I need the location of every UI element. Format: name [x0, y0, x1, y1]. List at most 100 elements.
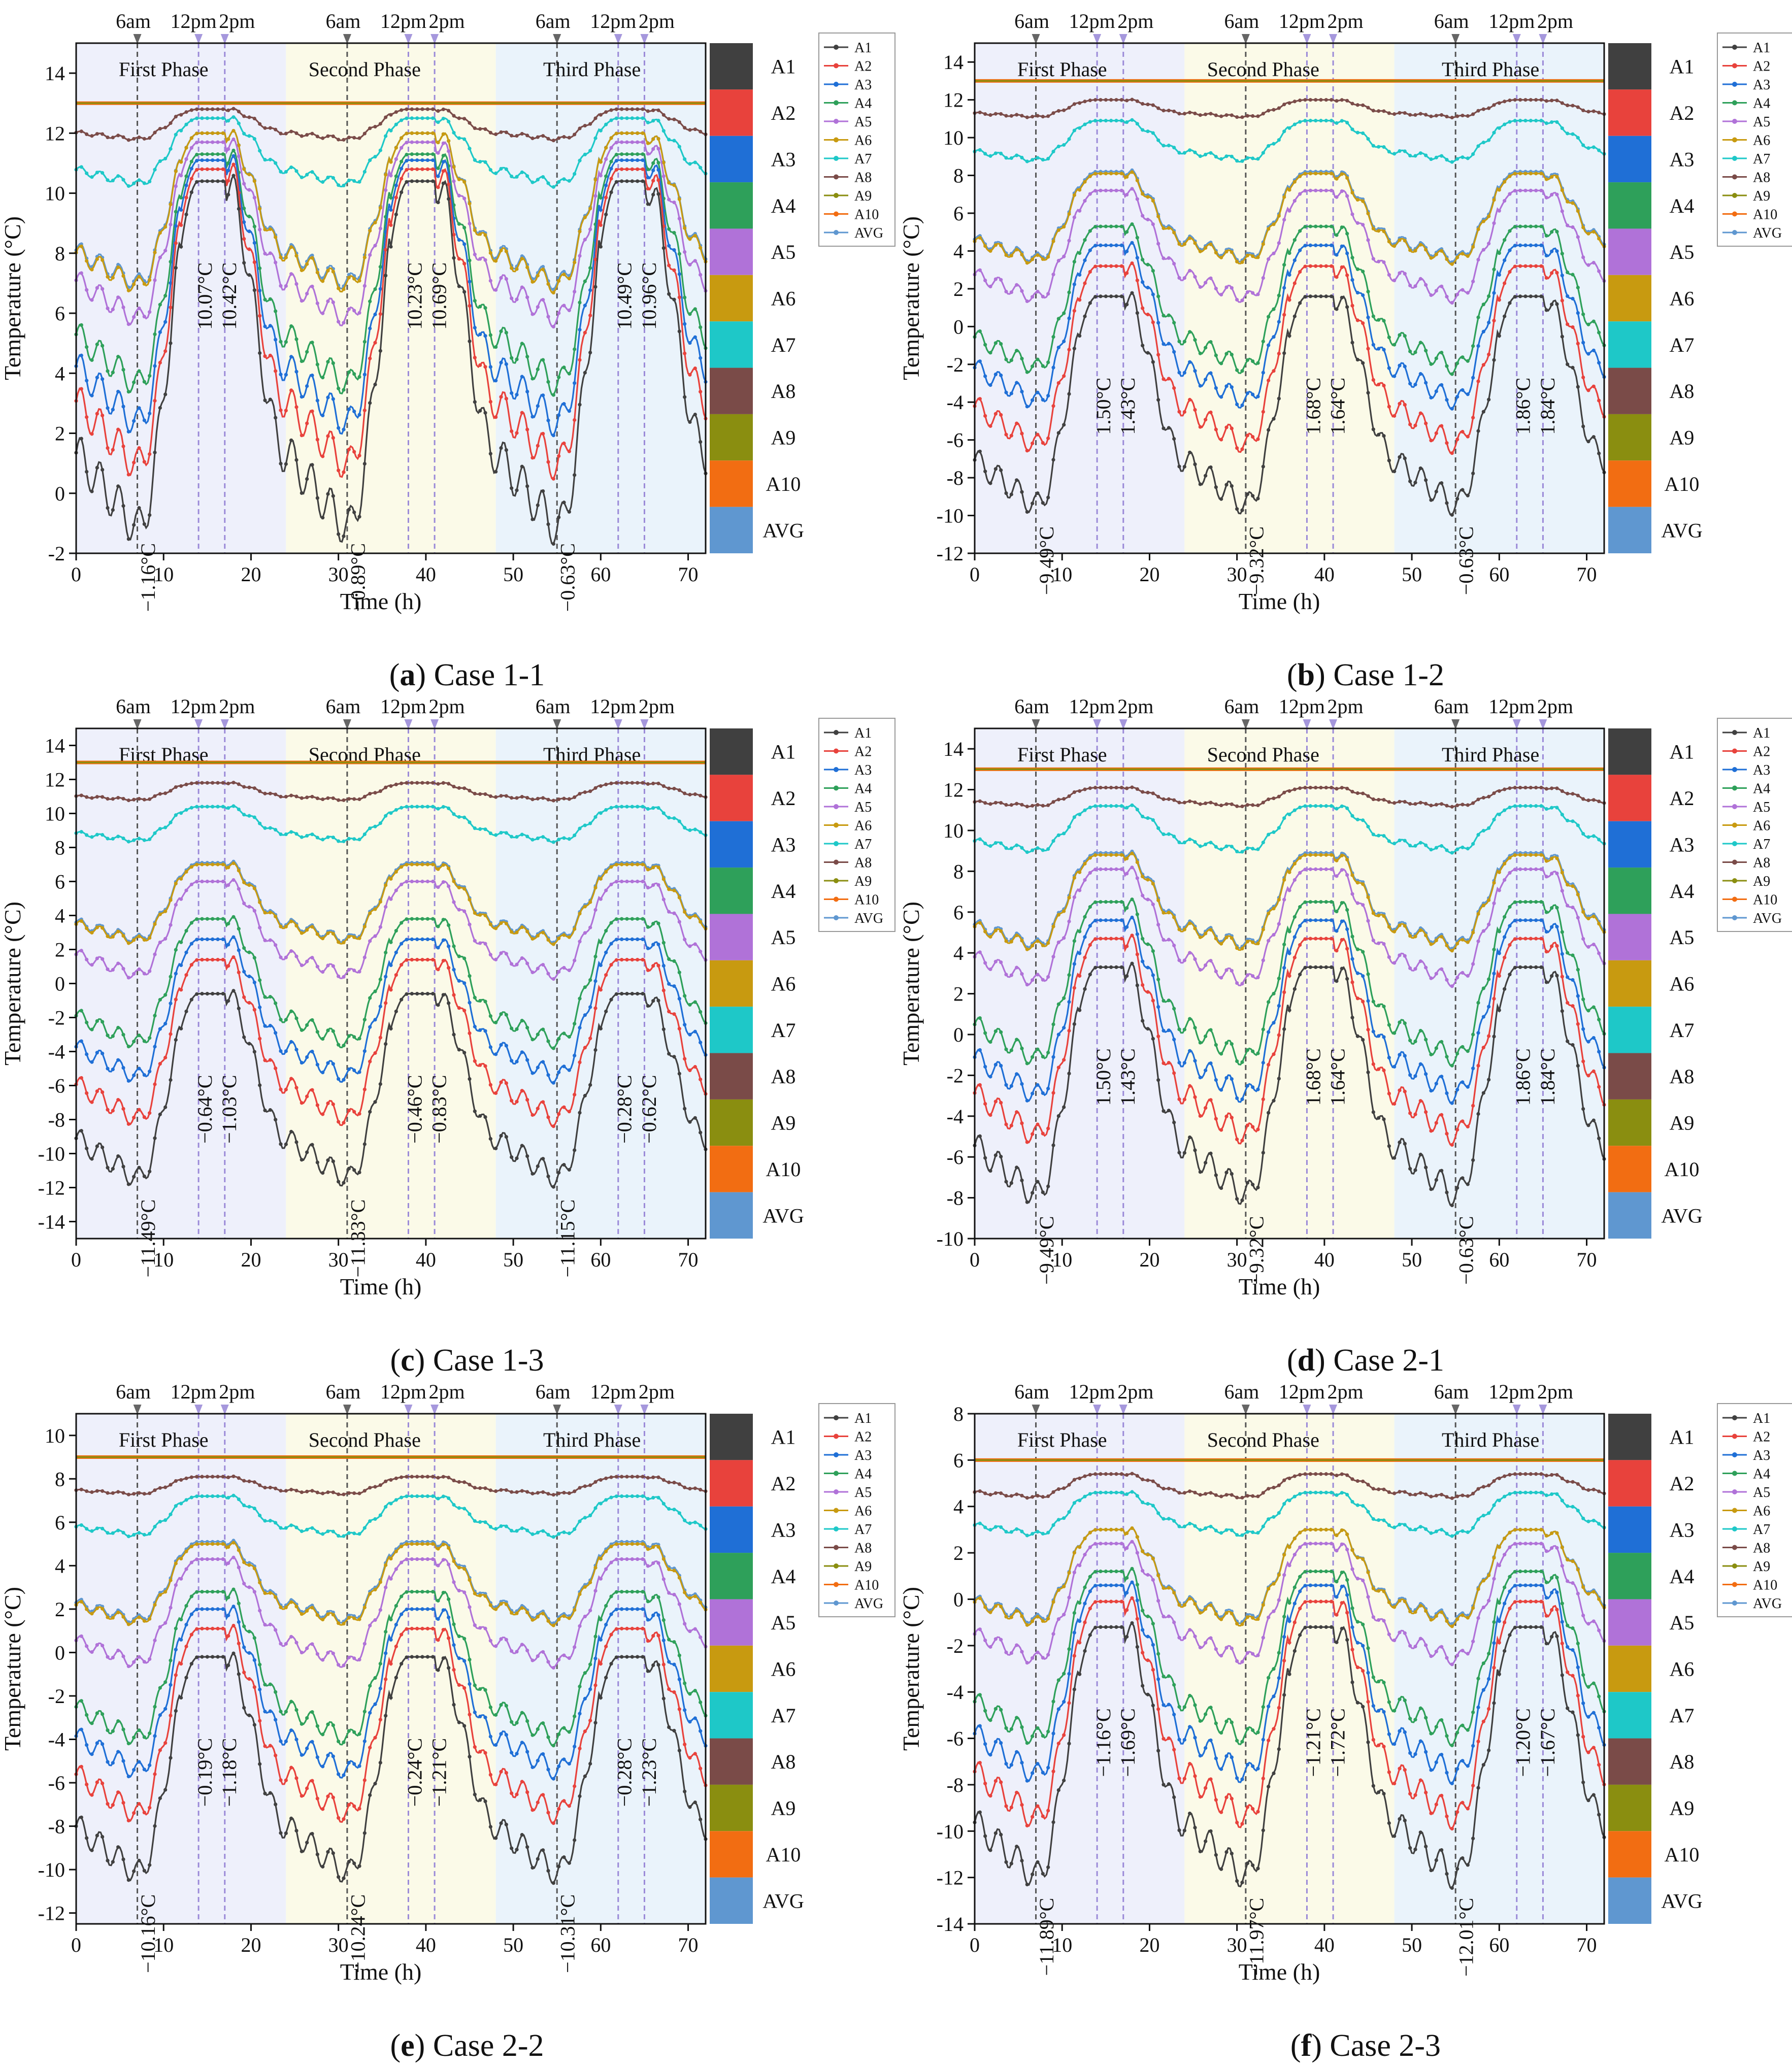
series-point-a6: [305, 262, 309, 266]
series-point-a1: [331, 494, 335, 498]
series-point-a3: [1324, 243, 1328, 247]
series-point-a5: [378, 925, 382, 929]
series-point-a1: [1146, 1027, 1150, 1031]
series-point-a3: [1214, 386, 1218, 390]
series-point-a6: [604, 870, 608, 874]
series-point-a4: [1046, 1050, 1050, 1055]
series-point-a3: [656, 942, 660, 947]
series-point-a6: [373, 220, 377, 225]
series-point-a7: [121, 836, 125, 841]
legend-entry-a6: A6: [1753, 133, 1770, 149]
series-point-a7: [1471, 152, 1475, 156]
series-point-a6: [1125, 856, 1129, 860]
series-point-a7: [1046, 847, 1050, 851]
series-point-a2: [1119, 937, 1123, 941]
x-tick-label: 40: [1314, 563, 1335, 586]
series-point-a8: [158, 126, 162, 131]
series-point-a8: [1056, 109, 1060, 113]
series-point-a3: [441, 160, 445, 164]
series-point-a6: [1366, 211, 1370, 216]
series-point-a2: [1272, 369, 1276, 373]
series-point-a4: [1267, 1000, 1271, 1004]
series-point-a7: [373, 824, 377, 828]
series-point-a7: [1308, 119, 1312, 123]
series-point-a6: [667, 887, 671, 891]
series-point-a7: [1292, 808, 1297, 812]
series-point-a1: [530, 517, 535, 521]
series-point-a8: [1591, 798, 1596, 802]
colorbar-cell-a2: [710, 775, 753, 821]
series-point-a4: [1518, 900, 1522, 904]
series-point-a1: [1099, 294, 1103, 298]
series-point-a4: [111, 1034, 115, 1038]
series-point-a4: [1292, 915, 1297, 919]
series-point-a3: [1534, 243, 1538, 247]
series-point-a6: [1418, 243, 1422, 247]
series-point-a8: [331, 134, 335, 139]
series-point-a2: [667, 1010, 671, 1014]
series-point-a6: [1440, 249, 1444, 253]
series-point-a5: [1104, 867, 1108, 871]
series-point-a3: [620, 937, 624, 941]
series-point-a2: [310, 1088, 314, 1092]
series-point-a3: [1009, 391, 1013, 395]
series-point-a7: [1377, 145, 1381, 149]
series-point-avg: [137, 272, 141, 276]
value-annotation: 1.64°C: [1326, 378, 1349, 435]
series-point-a5: [1083, 198, 1087, 203]
series-point-a2: [1256, 1127, 1260, 1131]
series-point-a8: [1366, 794, 1370, 798]
series-point-a8: [310, 794, 314, 799]
series-point-a2: [378, 312, 382, 316]
series-point-a1: [1125, 974, 1129, 978]
series-point-a6: [536, 274, 540, 278]
series-point-a6: [252, 179, 256, 183]
series-point-a8: [294, 131, 298, 136]
series-point-a2: [1004, 1122, 1008, 1126]
series-point-a4: [1539, 900, 1543, 904]
series-point-a1: [242, 261, 246, 265]
series-point-a3: [1471, 376, 1475, 380]
series-point-a1: [1424, 478, 1428, 482]
series-point-a6: [169, 898, 173, 902]
series-point-a6: [258, 207, 262, 211]
series-point-a6: [1481, 904, 1485, 908]
series-point-a7: [567, 179, 571, 183]
series-point-a8: [457, 116, 461, 120]
series-point-a1: [1204, 1160, 1208, 1165]
colorbar-label-a6: A6: [771, 287, 796, 310]
series-point-a3: [457, 979, 461, 983]
series-point-a7: [1125, 806, 1129, 810]
series-point-a3: [651, 943, 655, 947]
series-point-a2: [609, 177, 613, 181]
series-point-a8: [1335, 787, 1339, 791]
y-tick-label: 12: [45, 769, 65, 791]
series-point-a8: [126, 798, 130, 803]
series-point-a1: [1597, 1136, 1601, 1141]
legend-entry-a3: A3: [854, 762, 872, 778]
series-point-a7: [378, 821, 382, 825]
series-point-a7: [1586, 146, 1590, 150]
series-point-a7: [1377, 834, 1381, 838]
series-point-a5: [510, 962, 514, 966]
series-point-a1: [111, 508, 115, 512]
series-point-a2: [1083, 955, 1087, 959]
series-point-a4: [1125, 906, 1129, 910]
series-point-a5: [1267, 257, 1271, 261]
series-point-a7: [441, 805, 445, 809]
value-annotation: −0.63°C: [1455, 526, 1478, 595]
series-point-a4: [1450, 1063, 1454, 1068]
legend-entry-a4: A4: [1753, 781, 1770, 797]
series-point-a3: [515, 1059, 519, 1063]
x-tick-label: 20: [1139, 563, 1159, 586]
series-point-a2: [1544, 276, 1548, 280]
series-point-a2: [1245, 1123, 1249, 1127]
series-point-a1: [1251, 494, 1255, 498]
series-point-a6: [1534, 172, 1538, 176]
series-point-a4: [258, 978, 262, 982]
value-annotation: −9.32°C: [1245, 1216, 1268, 1285]
series-point-a6: [1508, 174, 1512, 178]
series-point-a1: [142, 522, 146, 526]
series-point-a3: [1466, 1085, 1470, 1089]
